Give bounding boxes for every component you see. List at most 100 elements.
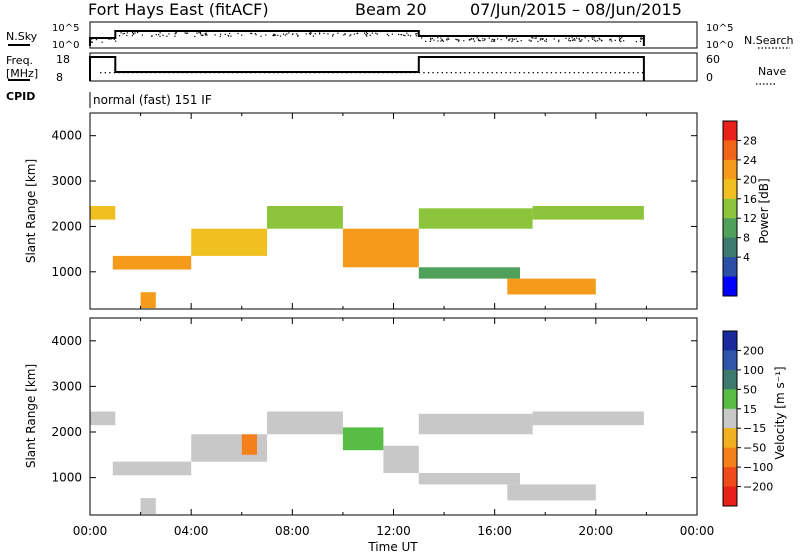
- nsearch-point: [220, 33, 222, 35]
- nsearch-point: [446, 38, 448, 40]
- noise-tick-low-left: 10^0: [52, 40, 79, 51]
- y-tick-label: 2000: [51, 425, 82, 439]
- range-cell: [140, 292, 156, 309]
- nsearch-point: [131, 35, 133, 37]
- nave-tick-0: 0: [706, 71, 713, 84]
- nsearch-point: [542, 38, 544, 40]
- nsearch-point: [509, 38, 511, 40]
- nsearch-point: [369, 34, 371, 36]
- nsearch-point: [558, 39, 560, 41]
- nave-point: [573, 72, 575, 74]
- nsearch-point: [592, 38, 594, 40]
- nsearch-point: [166, 35, 168, 37]
- nsearch-label: N.Search: [744, 34, 794, 47]
- nsearch-point: [291, 33, 294, 35]
- nsearch-point: [122, 33, 124, 35]
- nsearch-point: [531, 37, 533, 39]
- colorbar-frame: [722, 330, 738, 507]
- nsearch-point: [441, 39, 443, 41]
- nsearch-point: [184, 32, 186, 34]
- nave-point: [323, 72, 325, 74]
- colorbar-swatch: [723, 331, 737, 351]
- nave-point: [432, 72, 434, 74]
- nsearch-point: [458, 39, 460, 41]
- nave-point: [450, 72, 452, 74]
- nave-point: [241, 72, 243, 74]
- nsearch-point: [576, 37, 578, 39]
- nave-point: [455, 72, 457, 74]
- nave-point: [523, 72, 525, 74]
- nsearch-point: [440, 40, 442, 42]
- colorbar-swatch: [723, 428, 737, 449]
- nave-point: [614, 72, 616, 74]
- nave-point: [396, 72, 398, 74]
- nsearch-point: [437, 40, 439, 42]
- colorbar-swatch: [723, 408, 737, 429]
- time-tick-label: 00:00: [680, 524, 715, 538]
- nsky-label: N.Sky: [6, 30, 38, 43]
- nsearch-point: [416, 32, 418, 35]
- nave-point: [537, 72, 539, 74]
- nave-point: [405, 72, 407, 74]
- nave-point: [391, 72, 393, 74]
- nave-point: [368, 72, 370, 74]
- freq-trace: [89, 56, 645, 81]
- nsearch-point: [175, 32, 177, 34]
- nsearch-point: [599, 39, 601, 41]
- nsearch-point: [132, 32, 134, 34]
- nsearch-point: [219, 35, 221, 37]
- nsearch-point: [91, 41, 93, 43]
- nsearch-point: [159, 35, 161, 37]
- nave-point: [245, 72, 248, 74]
- nsearch-point: [205, 32, 207, 34]
- nsearch-point: [241, 34, 243, 36]
- nsearch-point: [349, 35, 351, 37]
- range-cell: [418, 413, 533, 435]
- nsearch-point: [185, 32, 187, 34]
- nsearch-point: [391, 33, 393, 35]
- nsearch-point: [594, 39, 596, 41]
- nsearch-point: [151, 35, 153, 37]
- nave-point: [632, 72, 635, 74]
- time-tick-label: 20:00: [579, 524, 614, 538]
- nsearch-point: [229, 32, 231, 35]
- nsearch-point: [108, 38, 110, 40]
- nsearch-point: [520, 40, 522, 42]
- colorbar-tick-label: −100: [743, 461, 773, 474]
- nsearch-point: [363, 32, 366, 34]
- colorbar-tick-label: 24: [743, 154, 757, 167]
- nsearch-point: [134, 32, 136, 34]
- nave-point: [159, 72, 161, 74]
- nave-point: [505, 72, 507, 74]
- nsearch-point: [578, 38, 580, 40]
- nsearch-point: [458, 40, 460, 42]
- colorbar-tick-label: 50: [743, 383, 757, 396]
- nave-point: [150, 72, 152, 74]
- nsearch-point: [120, 32, 122, 34]
- nave-point: [264, 72, 266, 74]
- nsearch-point: [228, 35, 230, 37]
- y-tick-label: 2000: [51, 219, 82, 233]
- nave-point: [550, 72, 553, 74]
- velocity-ylabel: Slant Range [km]: [24, 364, 38, 468]
- nsearch-point: [430, 37, 432, 40]
- nsearch-point: [350, 34, 352, 36]
- nave-point: [409, 72, 411, 74]
- nave-point: [318, 72, 320, 74]
- nave-point: [578, 72, 580, 74]
- nave-point: [619, 72, 621, 74]
- nsearch-point: [132, 33, 134, 35]
- noise-panel: [89, 21, 698, 49]
- cpid-text: normal (fast) 151 IF: [93, 93, 212, 107]
- nave-point: [232, 72, 234, 74]
- colorbar-tick-label: 28: [743, 134, 757, 147]
- nave-point: [500, 72, 502, 74]
- nsearch-point: [584, 37, 586, 39]
- colorbar-swatch: [723, 350, 737, 371]
- nsearch-point: [158, 34, 160, 36]
- nave-point: [468, 72, 471, 74]
- nsearch-point: [511, 38, 513, 40]
- nsearch-point: [534, 37, 536, 39]
- nave-point: [473, 72, 475, 74]
- freq-unit-label: [MHz]: [6, 67, 38, 80]
